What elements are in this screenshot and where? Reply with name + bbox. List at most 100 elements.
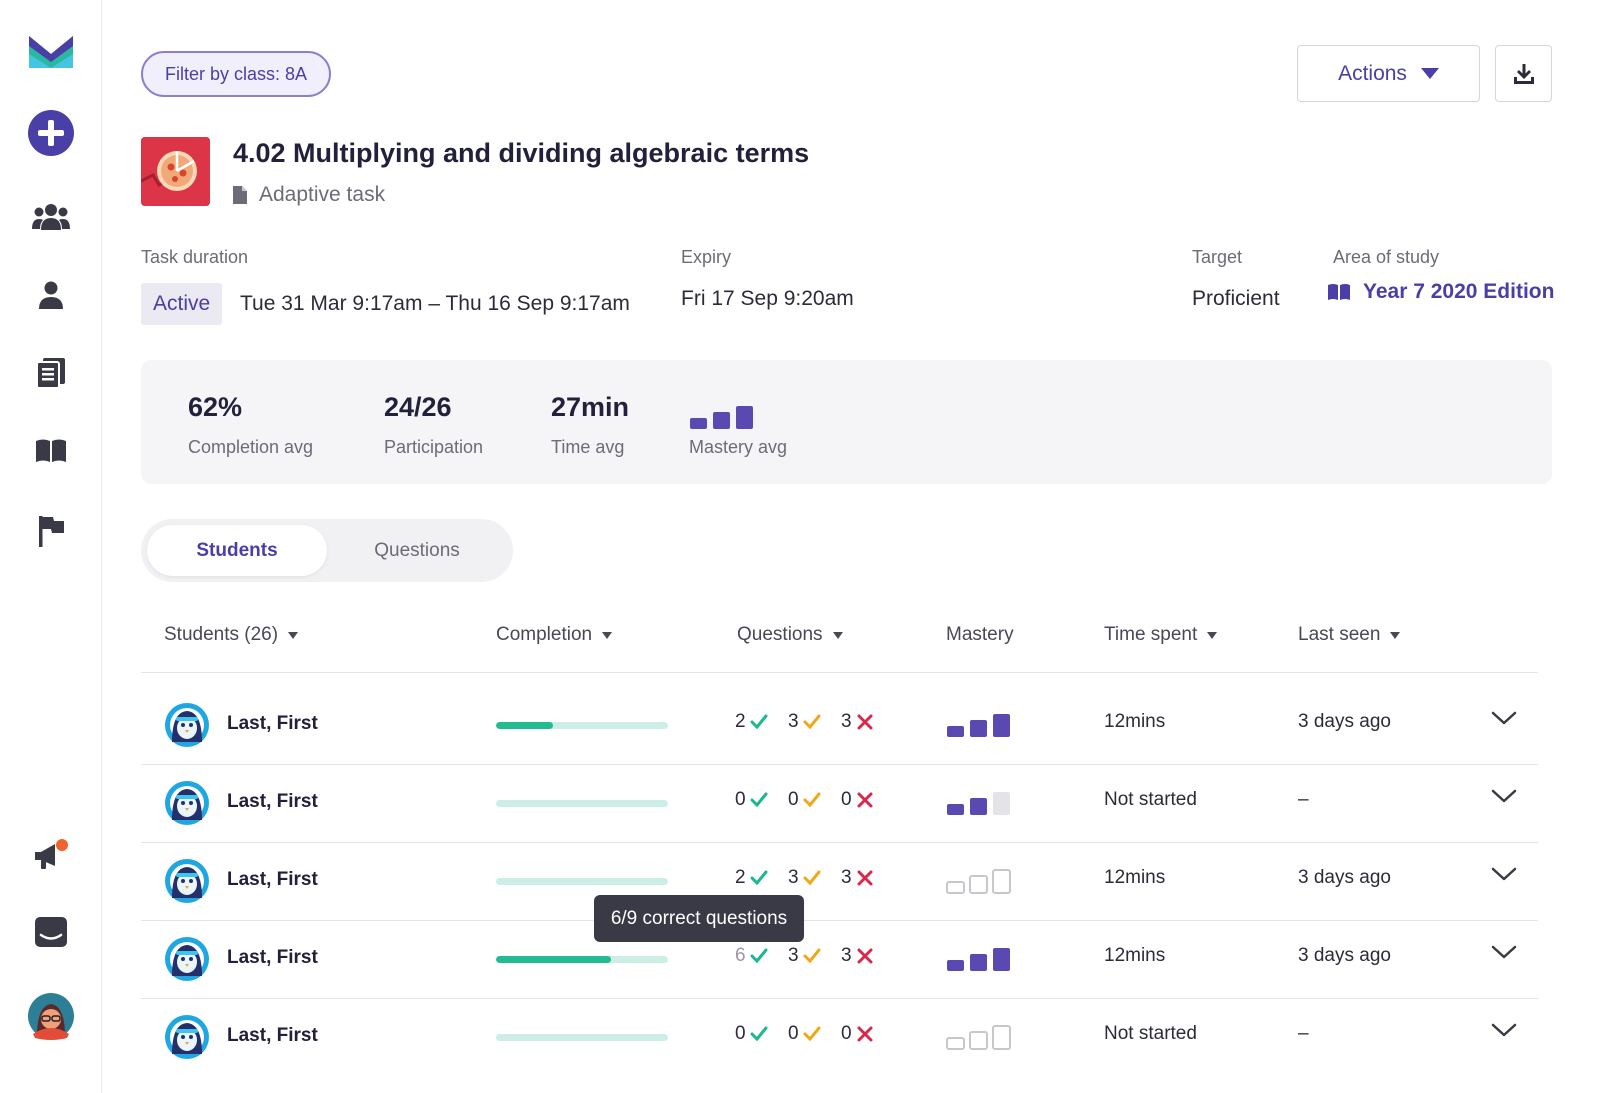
column-header-completion[interactable]: Completion: [496, 624, 613, 646]
mastery-bar: [993, 714, 1010, 737]
profile-avatar[interactable]: [26, 991, 76, 1041]
student-name[interactable]: Last, First: [227, 869, 318, 890]
student-avatar: [164, 780, 210, 826]
cross-icon: [857, 948, 873, 964]
expiry-label: Expiry: [681, 247, 732, 267]
summary-stats: 62% Completion avg 24/26 Participation 2…: [141, 360, 1552, 484]
student-icon[interactable]: [26, 270, 76, 320]
expand-row-button[interactable]: [1491, 866, 1517, 887]
completion-bar: [496, 878, 668, 885]
mastery-indicator: [946, 866, 1014, 899]
view-tabs: Students Questions: [141, 519, 513, 582]
question-count-wrong: 0: [841, 1023, 875, 1045]
completion-avg-value: 62%: [188, 392, 243, 422]
mastery-indicator: [946, 1022, 1014, 1055]
student-name[interactable]: Last, First: [227, 713, 318, 734]
classes-icon[interactable]: [26, 192, 76, 242]
class-filter-button[interactable]: Filter by class: 8A: [141, 51, 332, 97]
column-header-label: Students (26): [164, 624, 279, 645]
expand-row-button[interactable]: [1491, 944, 1517, 965]
time-avg-value: 27min: [551, 392, 630, 422]
library-icon[interactable]: [26, 426, 76, 476]
question-count-partial: 3: [788, 711, 822, 733]
student-name[interactable]: Last, First: [227, 1025, 318, 1046]
column-header-label: Mastery: [946, 624, 1014, 645]
check-correct-icon: [750, 714, 768, 730]
logo-icon[interactable]: [26, 27, 76, 77]
table-row[interactable]: Last, First 0 0 0 Not started –: [141, 762, 1538, 842]
mastery-bar: [992, 869, 1011, 894]
chevron-down-icon: [1491, 945, 1517, 959]
download-button[interactable]: [1495, 45, 1552, 102]
mastery-bar: [713, 412, 730, 429]
mastery-bar: [946, 881, 965, 894]
caret-down-icon: [1420, 68, 1439, 79]
mastery-bar: [970, 798, 987, 815]
column-header-students[interactable]: Students (26): [164, 624, 299, 646]
table-row[interactable]: Last, First 2 3 3 12mins 3 days ago: [141, 684, 1538, 764]
column-header-mastery: Mastery: [946, 624, 1014, 646]
tab-students[interactable]: Students: [147, 525, 327, 576]
question-count-value: 2: [735, 867, 746, 888]
announcements-icon[interactable]: [26, 830, 76, 880]
question-count-value: 3: [788, 711, 799, 732]
expand-row-button[interactable]: [1491, 788, 1517, 809]
question-count-correct[interactable]: 6: [735, 945, 769, 967]
question-count-value: 6: [735, 945, 746, 966]
task-thumbnail: [141, 137, 210, 206]
student-name[interactable]: Last, First: [227, 791, 318, 812]
mastery-bar: [993, 948, 1010, 971]
messages-icon[interactable]: [26, 908, 76, 958]
question-count-correct[interactable]: 2: [735, 711, 769, 733]
expand-row-button[interactable]: [1491, 1022, 1517, 1043]
question-count-correct[interactable]: 2: [735, 867, 769, 889]
question-count-correct[interactable]: 0: [735, 789, 769, 811]
tasks-icon[interactable]: [26, 348, 76, 398]
mastery-bar: [970, 720, 987, 737]
check-correct-icon: [750, 792, 768, 808]
question-count-value: 0: [841, 1023, 852, 1044]
sort-icon: [288, 631, 299, 639]
add-icon[interactable]: [26, 108, 76, 158]
completion-bar-fill: [496, 722, 553, 729]
question-count-value: 3: [788, 867, 799, 888]
row-divider: [141, 998, 1538, 999]
actions-button[interactable]: Actions: [1297, 45, 1480, 102]
question-count-correct[interactable]: 0: [735, 1023, 769, 1045]
column-header-questions[interactable]: Questions: [737, 624, 843, 646]
mastery-avg-label: Mastery avg: [689, 437, 788, 457]
question-count-value: 3: [841, 867, 852, 888]
question-count-wrong: 3: [841, 945, 875, 967]
column-header-time-spent[interactable]: Time spent: [1104, 624, 1218, 646]
expand-row-button[interactable]: [1491, 710, 1517, 731]
completion-bar: [496, 722, 668, 729]
table-row[interactable]: Last, First 2 3 3 12mins 3 days ago: [141, 840, 1538, 920]
check-partial-icon: [803, 792, 821, 808]
question-count-wrong: 3: [841, 711, 875, 733]
question-count-value: 3: [788, 945, 799, 966]
sort-icon: [1390, 631, 1401, 639]
question-count-partial: 0: [788, 1023, 822, 1045]
last-seen: 3 days ago: [1298, 867, 1391, 888]
question-count-value: 0: [841, 789, 852, 810]
mastery-bar: [970, 954, 987, 971]
task-title: 4.02 Multiplying and dividing algebraic …: [233, 138, 810, 168]
status-badge: Active: [141, 283, 223, 325]
sort-icon: [1207, 631, 1218, 639]
mastery-bar: [946, 1037, 965, 1050]
last-seen: 3 days ago: [1298, 945, 1391, 966]
area-of-study-link[interactable]: Year 7 2020 Edition: [1327, 280, 1554, 304]
table-row[interactable]: Last, First 0 0 0 Not started –: [141, 996, 1538, 1076]
mastery-indicator: [946, 788, 1014, 821]
student-name[interactable]: Last, First: [227, 947, 318, 968]
mastery-bar: [969, 875, 988, 894]
question-count-value: 0: [735, 789, 746, 810]
participation-label: Participation: [384, 437, 484, 457]
flag-icon[interactable]: [26, 506, 76, 556]
table-row[interactable]: Last, First 6 3 3 12mins 3 days ago: [141, 918, 1538, 998]
duration-label: Task duration: [141, 247, 249, 267]
tab-questions[interactable]: Questions: [374, 539, 460, 561]
chevron-down-icon: [1491, 867, 1517, 881]
question-count-value: 0: [788, 1023, 799, 1044]
column-header-last-seen[interactable]: Last seen: [1298, 624, 1401, 646]
